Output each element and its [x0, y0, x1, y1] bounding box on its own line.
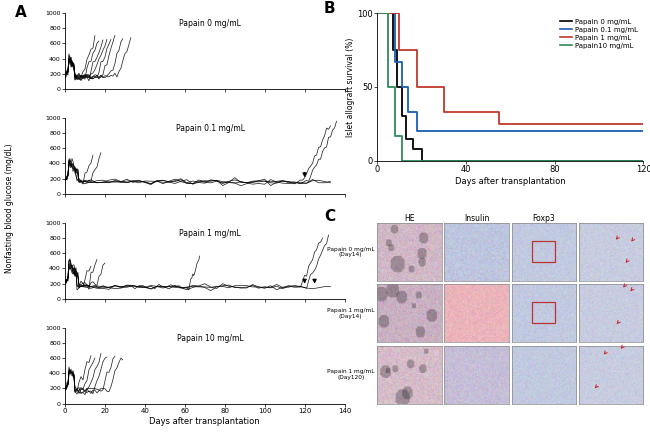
Papain10 mg/mL: [404, 158, 412, 163]
Papain10 mg/mL: [398, 158, 406, 163]
Text: Papain 0 mg/mL: Papain 0 mg/mL: [179, 19, 241, 28]
Papain 0.1 mg/mL: [413, 109, 421, 115]
Papain 0 mg/mL: [402, 114, 410, 119]
Papain 0 mg/mL: [409, 136, 417, 141]
Text: B: B: [324, 1, 335, 16]
Papain 0 mg/mL: [418, 158, 426, 163]
Papain 0 mg/mL: [398, 84, 406, 89]
Title: Insulin: Insulin: [464, 214, 489, 223]
Papain 0.1 mg/mL: [429, 128, 437, 134]
Papain 1 mg/mL: [373, 10, 381, 16]
Text: Nonfasting blood glucose (mg/dL): Nonfasting blood glucose (mg/dL): [5, 144, 14, 273]
Bar: [532, 241, 555, 262]
Text: Papain 1 mg/mL: Papain 1 mg/mL: [179, 229, 241, 238]
Papain 0.1 mg/mL: [398, 84, 406, 89]
Text: Papain 0.1 mg/mL: Papain 0.1 mg/mL: [176, 124, 245, 133]
Papain 0 mg/mL: [373, 10, 381, 16]
Papain 0 mg/mL: [393, 84, 401, 89]
Y-axis label: Papain 0 mg/mL
(Day14): Papain 0 mg/mL (Day14): [327, 247, 374, 257]
Line: Papain 1 mg/mL: Papain 1 mg/mL: [377, 13, 644, 124]
Papain 0.1 mg/mL: [391, 59, 399, 64]
Papain 0.1 mg/mL: [391, 10, 399, 16]
Papain 0.1 mg/mL: [404, 109, 412, 115]
Papain 0.1 mg/mL: [373, 10, 381, 16]
Papain 1 mg/mL: [495, 109, 503, 115]
Y-axis label: Papain 1 mg/mL
(Day120): Papain 1 mg/mL (Day120): [327, 369, 374, 380]
Papain 0 mg/mL: [402, 136, 410, 141]
Papain 1 mg/mL: [396, 10, 404, 16]
Papain 0 mg/mL: [429, 158, 437, 163]
Papain 0 mg/mL: [393, 47, 401, 53]
Line: Papain 0 mg/mL: Papain 0 mg/mL: [377, 13, 650, 161]
Papain10 mg/mL: [398, 133, 406, 138]
Papain10 mg/mL: [384, 84, 392, 89]
Papain 1 mg/mL: [396, 47, 404, 53]
Title: Foxp3: Foxp3: [532, 214, 555, 223]
Papain 1 mg/mL: [413, 84, 421, 89]
Papain 0 mg/mL: [429, 158, 437, 163]
Papain 1 mg/mL: [495, 121, 503, 126]
Papain 0.1 mg/mL: [429, 128, 437, 134]
Title: HE: HE: [404, 214, 415, 223]
Line: Papain 0.1 mg/mL: Papain 0.1 mg/mL: [377, 13, 644, 131]
Papain 0 mg/mL: [389, 47, 396, 53]
Legend: Papain 0 mg/mL, Papain 0.1 mg/mL, Papain 1 mg/mL, Papain10 mg/mL: Papain 0 mg/mL, Papain 0.1 mg/mL, Papain…: [558, 16, 640, 51]
Bar: [532, 302, 555, 323]
Papain 0.1 mg/mL: [404, 84, 412, 89]
Papain 0 mg/mL: [409, 146, 417, 151]
Papain 1 mg/mL: [640, 121, 647, 126]
Papain 0 mg/mL: [398, 114, 406, 119]
Y-axis label: Papain 1 mg/mL
(Day14): Papain 1 mg/mL (Day14): [327, 308, 374, 319]
Text: C: C: [324, 209, 335, 224]
Papain10 mg/mL: [384, 10, 392, 16]
Papain10 mg/mL: [640, 158, 647, 163]
Text: Papain 10 mg/mL: Papain 10 mg/mL: [177, 334, 244, 343]
Papain 1 mg/mL: [440, 84, 448, 89]
Papain 0.1 mg/mL: [413, 128, 421, 134]
Papain10 mg/mL: [391, 133, 399, 138]
Papain10 mg/mL: [404, 158, 412, 163]
Text: A: A: [15, 5, 27, 20]
Papain10 mg/mL: [373, 10, 381, 16]
X-axis label: Days after transplantation: Days after transplantation: [455, 177, 566, 186]
Papain 1 mg/mL: [413, 47, 421, 53]
Papain 0 mg/mL: [418, 146, 426, 151]
Papain 0.1 mg/mL: [398, 59, 406, 64]
Papain 0 mg/mL: [389, 10, 396, 16]
Line: Papain10 mg/mL: Papain10 mg/mL: [377, 13, 644, 161]
Y-axis label: Islet allograft survival (%): Islet allograft survival (%): [346, 37, 355, 137]
Papain 0.1 mg/mL: [640, 128, 647, 134]
Papain 1 mg/mL: [440, 109, 448, 115]
X-axis label: Days after transplantation: Days after transplantation: [150, 417, 260, 426]
Papain10 mg/mL: [391, 84, 399, 89]
